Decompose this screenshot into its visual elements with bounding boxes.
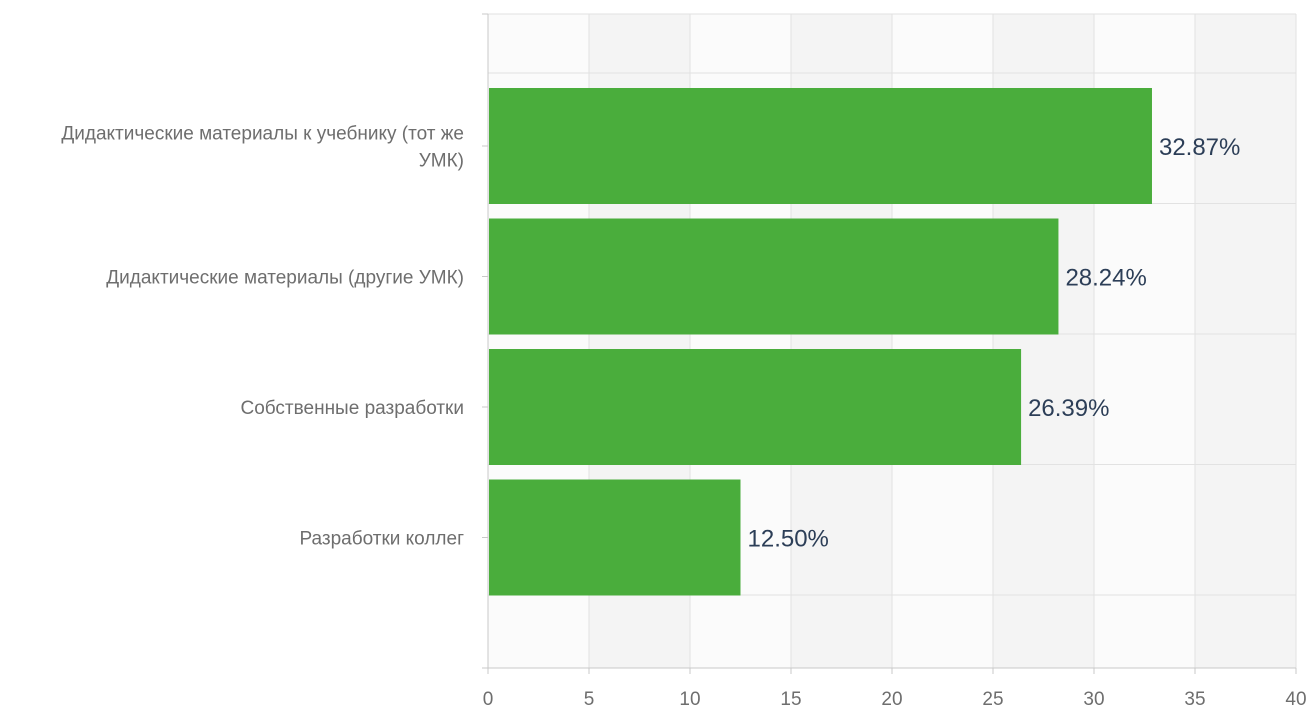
category-label: Разработки коллег [299,529,464,550]
bar [489,88,1152,204]
x-tick-label: 35 [1184,689,1205,710]
category-labels: Дидактические материалы к учебнику (тот … [61,124,464,550]
data-labels: 32.87% 28.24% 26.39% 12.50% [748,134,1241,553]
category-label: Дидактические материалы (другие УМК) [106,268,464,289]
category-label: УМК) [419,151,464,172]
bar [489,218,1059,335]
data-label: 26.39% [1028,395,1109,422]
bar [489,349,1022,465]
category-label: Собственные разработки [240,398,464,419]
bar [489,479,741,596]
x-tick-label: 25 [982,689,1003,710]
x-tick-label: 20 [881,689,902,710]
data-label: 12.50% [748,526,829,553]
x-tick-label: 15 [780,689,801,710]
axes [482,13,1297,674]
x-tick-label: 0 [483,689,494,710]
x-tick-label: 40 [1285,689,1306,710]
data-label: 28.24% [1065,265,1146,292]
x-tick-labels: 0 5 10 15 20 25 30 35 40 [483,689,1307,710]
data-label: 32.87% [1159,134,1240,161]
x-tick-label: 30 [1083,689,1104,710]
plot-band [1195,14,1296,668]
x-tick-label: 5 [584,689,595,710]
bars [489,88,1152,596]
x-tick-label: 10 [679,689,700,710]
category-label: Дидактические материалы к учебнику (тот … [61,124,464,145]
